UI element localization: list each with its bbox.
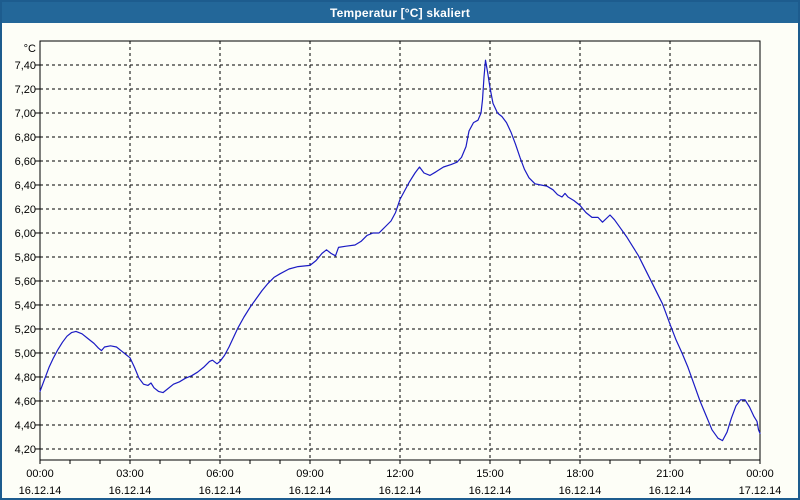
x-tick-time-label: 03:00	[116, 468, 144, 480]
y-tick-label: 6,60	[15, 156, 36, 168]
chart-area: 7,40 7,20 7,00 6,80 6,60 6,40 6,20 6,00 5,80 5,60…	[2, 23, 798, 498]
x-tick-date-label: 17.12.14	[739, 485, 782, 497]
chart-title-bar: Temperatur [°C] skaliert	[2, 2, 798, 23]
y-tick-label: 5,00	[15, 348, 36, 360]
chart-title: Temperatur [°C] skaliert	[329, 5, 471, 20]
x-tick-time-label: 06:00	[206, 468, 234, 480]
temperature-line-chart: 7,40 7,20 7,00 6,80 6,60 6,40 6,20 6,00 5,80 5,60…	[15, 40, 782, 497]
y-tick-label: 6,20	[15, 204, 36, 216]
x-tick-date-label: 16.12.14	[289, 485, 332, 497]
plot-border	[39, 40, 761, 461]
x-tick-date-label: 16.12.14	[469, 485, 512, 497]
y-tick-label: 4,40	[15, 420, 36, 432]
x-tick-date-label: 16.12.14	[109, 485, 152, 497]
x-tick-date-label: 16.12.14	[379, 485, 422, 497]
y-tick-label: 7,20	[15, 84, 36, 96]
x-tick-time-label: 12:00	[386, 468, 414, 480]
y-tick-label: 7,40	[15, 60, 36, 72]
x-tick-date-label: 16.12.14	[559, 485, 602, 497]
y-tick-label: 5,40	[15, 300, 36, 312]
x-tick-time-label: 15:00	[476, 468, 504, 480]
y-tick-label: 6,80	[15, 132, 36, 144]
x-tick-time-label: 18:00	[566, 468, 594, 480]
x-tick-time-label: 00:00	[746, 468, 774, 480]
y-tick-label: 5,20	[15, 324, 36, 336]
x-tick-time-label: 00:00	[26, 468, 54, 480]
y-tick-label: 4,80	[15, 372, 36, 384]
y-tick-label: 5,60	[15, 276, 36, 288]
y-tick-label: 6,00	[15, 228, 36, 240]
temperature-series-line	[39, 59, 761, 442]
y-tick-label: 6,40	[15, 180, 36, 192]
x-tick-time-label: 09:00	[296, 468, 324, 480]
y-tick-label: 4,20	[15, 444, 36, 456]
y-tick-label: 7,00	[15, 108, 36, 120]
x-tick-date-label: 16.12.14	[19, 485, 62, 497]
y-tick-label: 5,80	[15, 252, 36, 264]
x-tick-date-label: 16.12.14	[649, 485, 692, 497]
x-tick-date-label: 16.12.14	[199, 485, 242, 497]
y-tick-label: 4,60	[15, 396, 36, 408]
y-axis-unit-label: °C	[24, 43, 36, 55]
x-tick-time-label: 21:00	[656, 468, 684, 480]
